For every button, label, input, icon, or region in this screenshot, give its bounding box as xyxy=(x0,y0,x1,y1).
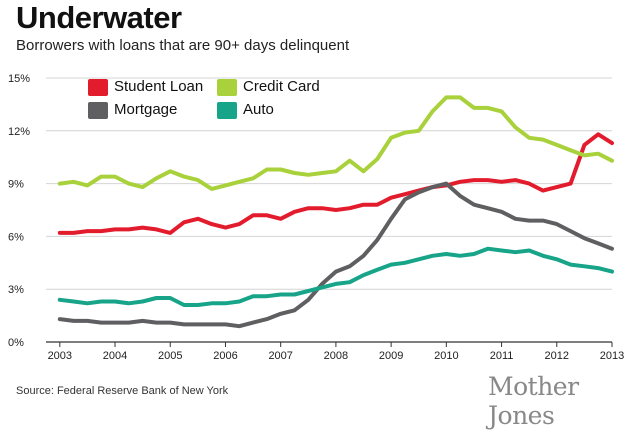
legend-swatch-auto xyxy=(217,102,237,119)
series-line-auto xyxy=(57,246,614,307)
legend-label-credit-card: Credit Card xyxy=(243,78,320,95)
y-tick-label: 0% xyxy=(8,337,24,349)
series-line-student-loan xyxy=(57,132,614,235)
x-tick-label: 2010 xyxy=(434,350,458,362)
legend-label-student-loan: Student Loan xyxy=(114,78,204,95)
y-tick-label: 6% xyxy=(8,231,24,243)
x-tick-label: 2008 xyxy=(324,350,348,362)
axes: 0% 3% 6% 9% 12% 15% 2003 2004 2005 2006 2007 2008 20… xyxy=(8,73,624,362)
x-tick-label: 2005 xyxy=(158,350,182,362)
mother-jones-logo: Mother Jones xyxy=(488,372,579,430)
x-tick-label: 2009 xyxy=(379,350,403,362)
y-tick-label: 3% xyxy=(8,284,24,296)
legend-swatch-student-loan xyxy=(88,79,108,96)
legend-label-mortgage: Mortgage xyxy=(114,101,178,118)
line-chart: 0% 3% 6% 9% 12% 15% 2003 2004 2005 2006 2007 2008 20… xyxy=(8,73,624,362)
series-line-credit-card xyxy=(57,95,614,191)
legend-swatch-mortgage xyxy=(88,102,108,119)
chart-title: Underwater xyxy=(16,0,182,35)
x-tick-label: 2003 xyxy=(48,350,72,362)
y-tick-label: 9% xyxy=(8,179,24,191)
series-lines xyxy=(57,95,614,329)
y-tick-label: 15% xyxy=(8,73,30,85)
x-tick-label: 2006 xyxy=(213,350,237,362)
legend-label-auto: Auto xyxy=(243,101,274,118)
x-tick-label: 2007 xyxy=(268,350,292,362)
y-tick-label: 12% xyxy=(8,126,30,138)
chart-subtitle: Borrowers with loans that are 90+ days d… xyxy=(16,37,350,54)
source-note: Source: Federal Reserve Bank of New York xyxy=(16,385,229,397)
x-tick-label: 2011 xyxy=(490,350,514,362)
legend-swatch-credit-card xyxy=(217,79,237,96)
x-tick-label: 2012 xyxy=(545,350,569,362)
x-tick-label: 2004 xyxy=(103,350,127,362)
series-line-mortgage xyxy=(57,181,614,329)
x-tick-label: 2013 xyxy=(600,350,624,362)
